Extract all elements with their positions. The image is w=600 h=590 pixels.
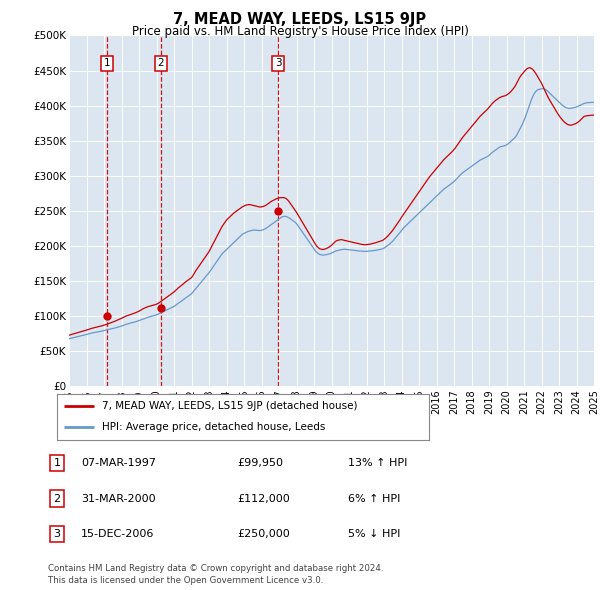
Text: £99,950: £99,950 bbox=[237, 458, 283, 468]
Text: £112,000: £112,000 bbox=[237, 494, 290, 503]
Text: 31-MAR-2000: 31-MAR-2000 bbox=[81, 494, 155, 503]
Text: 5% ↓ HPI: 5% ↓ HPI bbox=[348, 529, 400, 539]
Text: 1: 1 bbox=[53, 458, 61, 468]
Text: 15-DEC-2006: 15-DEC-2006 bbox=[81, 529, 154, 539]
Text: 3: 3 bbox=[275, 58, 281, 68]
Text: 1: 1 bbox=[104, 58, 110, 68]
Text: Price paid vs. HM Land Registry's House Price Index (HPI): Price paid vs. HM Land Registry's House … bbox=[131, 25, 469, 38]
Text: 2: 2 bbox=[53, 494, 61, 503]
Text: Contains HM Land Registry data © Crown copyright and database right 2024.: Contains HM Land Registry data © Crown c… bbox=[48, 565, 383, 573]
Text: HPI: Average price, detached house, Leeds: HPI: Average price, detached house, Leed… bbox=[101, 422, 325, 432]
Text: 6% ↑ HPI: 6% ↑ HPI bbox=[348, 494, 400, 503]
Text: 07-MAR-1997: 07-MAR-1997 bbox=[81, 458, 156, 468]
Text: 13% ↑ HPI: 13% ↑ HPI bbox=[348, 458, 407, 468]
Text: This data is licensed under the Open Government Licence v3.0.: This data is licensed under the Open Gov… bbox=[48, 576, 323, 585]
Text: 3: 3 bbox=[53, 529, 61, 539]
Text: £250,000: £250,000 bbox=[237, 529, 290, 539]
Text: 7, MEAD WAY, LEEDS, LS15 9JP (detached house): 7, MEAD WAY, LEEDS, LS15 9JP (detached h… bbox=[101, 401, 357, 411]
Text: 7, MEAD WAY, LEEDS, LS15 9JP: 7, MEAD WAY, LEEDS, LS15 9JP bbox=[173, 12, 427, 27]
Text: 2: 2 bbox=[158, 58, 164, 68]
